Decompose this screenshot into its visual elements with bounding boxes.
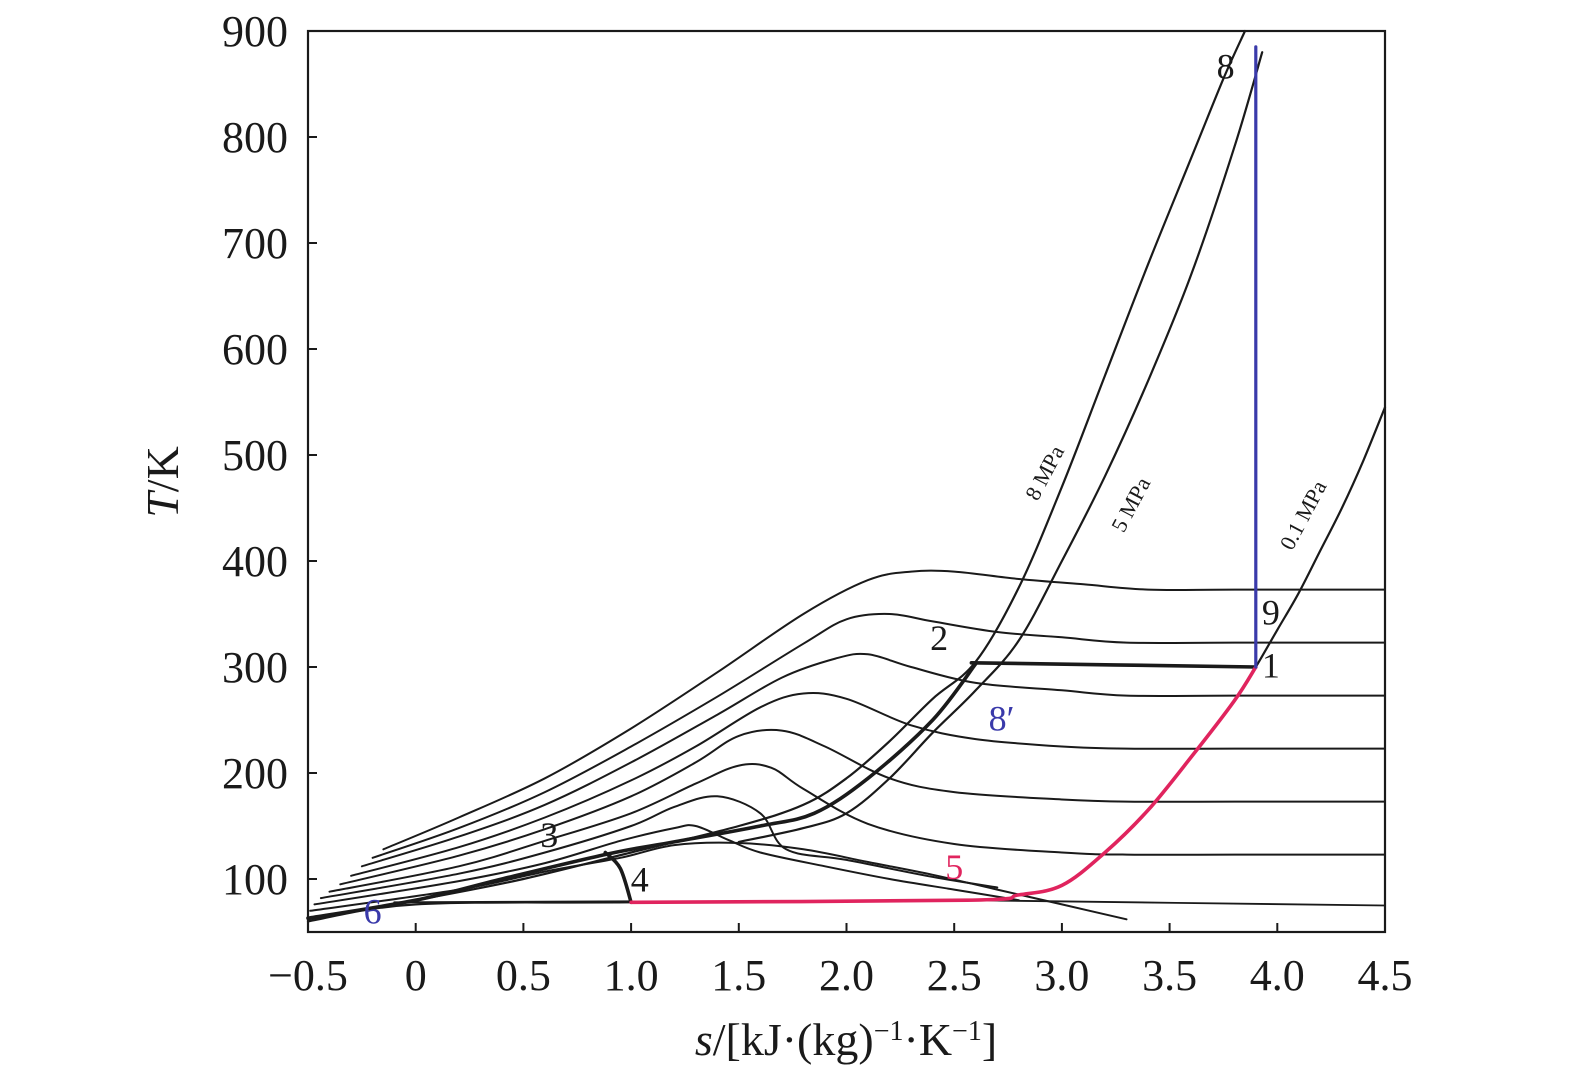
state-point-label: 5: [945, 847, 963, 887]
y-tick-label: 500: [222, 431, 288, 480]
plot-frame: [306, 29, 1387, 934]
state-point-label: 2: [930, 618, 948, 658]
x-axis-label: s/[kJ·(kg)−1·K−1]: [695, 1014, 997, 1065]
ticks-layer: −0.5 0 0.5 1.0 1.5 2.0 2.5 3.0 3.5 4.0 4.510020030…: [222, 7, 1413, 1000]
state-point-label: 1: [1262, 646, 1280, 686]
series-isotherm-323-k: [371, 612, 1386, 859]
y-tick-label: 800: [222, 113, 288, 162]
series-4-5-1: [629, 665, 1258, 905]
isobar-label: 5 MPa: [1106, 473, 1155, 536]
y-tick-label: 300: [222, 643, 288, 692]
y-tick-label: 100: [222, 855, 288, 904]
series-isotherm-273-k: [360, 652, 1386, 868]
x-tick-label: 2.5: [927, 951, 982, 1000]
state-point-label: 4: [631, 860, 649, 900]
series-5-mpa: [737, 51, 1264, 843]
series-isotherm-223-k: [350, 691, 1386, 877]
curves-layer: [306, 29, 1387, 923]
x-tick-label: 4.0: [1250, 951, 1305, 1000]
x-tick-label: 3.0: [1034, 951, 1089, 1000]
y-tick-label: 700: [222, 219, 288, 268]
series-6-4-line: [393, 900, 632, 904]
y-tick-label: 600: [222, 325, 288, 374]
series-3-4: [603, 850, 633, 905]
isobar-label: 8 MPa: [1020, 441, 1069, 504]
x-tick-label: 0: [405, 951, 427, 1000]
x-tick-label: 1.0: [604, 951, 659, 1000]
labels-layer: 8 9 1 2 8′ 3 4 5 6 8 MPa 5 MPa 0.1 MPa: [364, 47, 1332, 932]
state-point-label: 6: [364, 892, 382, 932]
series-2-1: [969, 661, 1258, 669]
series-isotherm-b: [313, 824, 1020, 906]
isobar-label: 0.1 MPa: [1274, 476, 1331, 554]
series-isotherm-c: [309, 841, 1128, 921]
series-isotherm-373-k: [382, 569, 1386, 851]
x-tick-label: 1.5: [711, 951, 766, 1000]
x-tick-label: −0.5: [268, 951, 348, 1000]
series-throttle-2-3: [306, 662, 978, 920]
y-axis-label: T/K: [137, 446, 188, 518]
y-tick-label: 200: [222, 749, 288, 798]
series-8-mpa: [306, 29, 1247, 921]
state-point-label: 9: [1262, 593, 1280, 633]
y-tick-label: 900: [222, 7, 288, 56]
series-isotherm-173-k: [339, 728, 1386, 886]
x-tick-label: 2.0: [819, 951, 874, 1000]
y-tick-label: 400: [222, 537, 288, 586]
series-isotherm-a: [319, 795, 999, 900]
series-isotherm-123-k: [328, 763, 1386, 893]
x-tick-label: 4.5: [1358, 951, 1413, 1000]
x-tick-label: 3.5: [1142, 951, 1197, 1000]
series-liquefaction-limit: [966, 899, 1386, 907]
state-point-label: 3: [540, 815, 558, 855]
x-tick-label: 0.5: [496, 951, 551, 1000]
state-point-label: 8′: [989, 699, 1015, 739]
state-point-label: 8: [1217, 47, 1235, 87]
